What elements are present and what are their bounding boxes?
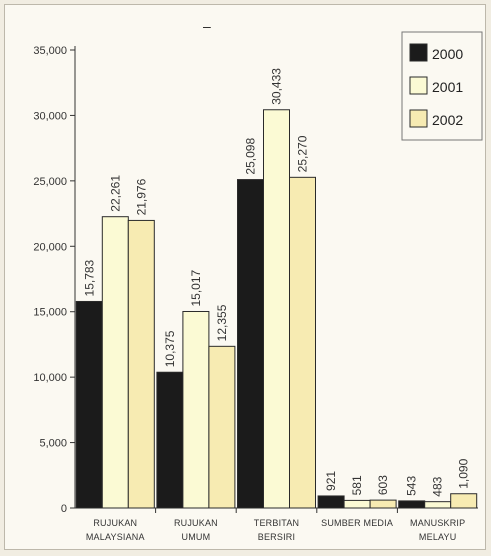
top-dash-mark: – <box>203 18 211 34</box>
bar-2000-2 <box>237 179 264 509</box>
data-label: 603 <box>376 475 390 495</box>
y-tick-label: 35,000 <box>33 45 67 57</box>
data-label: 10,375 <box>163 330 177 367</box>
bar-2002-3 <box>369 499 397 509</box>
legend-swatch-2000 <box>409 43 428 62</box>
category-label: UMUM <box>182 532 211 542</box>
y-tick-label: 5,000 <box>39 438 67 450</box>
category-label: MANUSKRIP <box>410 518 465 528</box>
category-label: MALAYSIANA <box>86 532 145 542</box>
bar-2000-0 <box>75 300 103 509</box>
data-label: 581 <box>350 475 364 495</box>
chart-axes: 0 5,000 10,000 15,000 20,000 25,000 30,000 35,0… <box>33 45 478 515</box>
chart-category-labels: RUJUKAN MALAYSIANA RUJUKAN UMUM TERBITAN BERS… <box>86 518 465 542</box>
data-label: 483 <box>431 476 445 496</box>
data-label: 12,355 <box>215 304 229 341</box>
bar-2000-3 <box>317 495 345 509</box>
legend-label: 2001 <box>432 79 463 95</box>
category-label: TERBITAN <box>254 518 299 528</box>
legend-label: 2000 <box>432 46 463 62</box>
data-label: 22,261 <box>108 175 122 212</box>
data-label: 21,976 <box>134 178 148 215</box>
bar-2000-4 <box>398 500 426 509</box>
data-label: 30,433 <box>270 68 284 105</box>
y-tick-label: 15,000 <box>33 307 67 319</box>
chart-value-labels: 15,783 22,261 21,976 10,375 15,017 12,355 25,0… <box>82 68 470 497</box>
bar-2002-0 <box>127 219 155 509</box>
data-label: 25,098 <box>244 138 258 175</box>
data-label: 1,090 <box>457 458 471 488</box>
data-label: 15,017 <box>189 269 203 306</box>
y-tick-label: 10,000 <box>33 372 67 384</box>
category-label: RUJUKAN <box>174 518 218 528</box>
bar-2001-0 <box>101 216 129 509</box>
bar-2001-4 <box>424 501 452 509</box>
data-label: 25,270 <box>296 135 310 172</box>
legend-label: 2002 <box>432 112 463 128</box>
category-label: BERSIRI <box>258 532 295 542</box>
bar-2002-4 <box>450 493 478 509</box>
y-tick-label: 20,000 <box>33 241 67 253</box>
data-label: 15,783 <box>82 259 96 296</box>
legend-swatch-2002 <box>409 109 428 128</box>
category-label: MELAYU <box>419 532 457 542</box>
bar-2000-1 <box>156 371 184 509</box>
bar-2001-3 <box>343 499 371 509</box>
chart-bars <box>75 109 478 509</box>
y-tick-label: 25,000 <box>33 176 67 188</box>
legend-swatch-2001 <box>409 76 428 95</box>
y-tick-label: 30,000 <box>33 110 67 122</box>
category-label: RUJUKAN <box>93 518 137 528</box>
bar-2001-1 <box>182 310 210 509</box>
bar-2001-2 <box>263 109 290 509</box>
bar-2002-2 <box>289 176 316 509</box>
y-tick-label: 0 <box>61 503 67 515</box>
chart-legend: 2000 2001 2002 <box>401 31 483 141</box>
bar-2002-1 <box>208 345 236 509</box>
data-label: 543 <box>405 476 419 496</box>
data-label: 921 <box>324 471 338 491</box>
category-label: SUMBER MEDIA <box>321 518 393 528</box>
